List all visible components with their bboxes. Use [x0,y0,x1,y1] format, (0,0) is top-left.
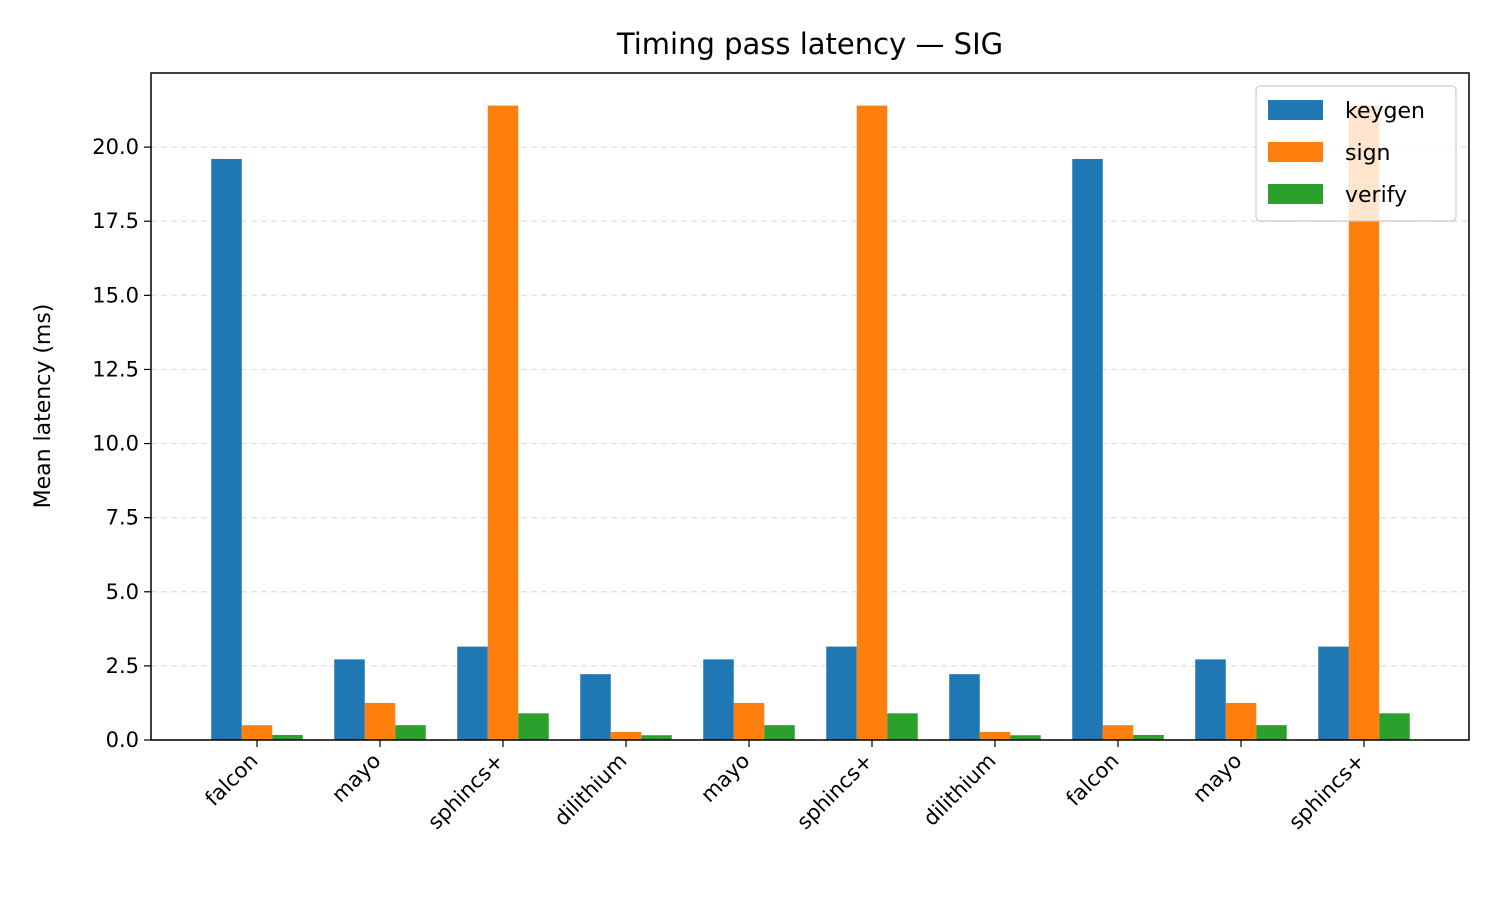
bar-keygen [1318,646,1349,740]
x-tick-label: dilithium [919,749,1001,831]
bar-keygen [1072,158,1103,741]
bar-sign [364,702,396,740]
plot-frame [150,72,1470,741]
y-tick-label: 20.0 [92,135,139,159]
y-tick-label: 10.0 [92,432,139,456]
bar-sign [733,702,765,740]
bar-verify [272,734,303,740]
bar-keygen [457,646,488,740]
bar-sign [610,731,642,740]
legend-swatch-verify [1268,184,1323,204]
x-tick-label: sphincs+ [792,749,877,834]
y-tick-label: 15.0 [92,283,139,307]
bar-verify [395,725,426,740]
bar-keygen [1195,659,1226,740]
bar-keygen [826,646,857,740]
legend-label: verify [1345,183,1407,208]
x-tick-label: sphincs+ [423,749,508,834]
y-tick-label: 2.5 [106,654,139,678]
x-axis-ticks: falcon mayo sphincs+ dilithium mayo sphincs+ d… [200,740,1370,834]
bar-verify [518,713,549,740]
bar-verify [887,713,918,740]
bar-keygen [580,674,611,740]
legend-label: keygen [1345,99,1425,124]
bar-keygen [211,158,242,741]
y-tick-label: 0.0 [106,728,139,752]
legend-swatch-keygen [1268,100,1323,120]
y-tick-label: 5.0 [106,580,139,604]
x-tick-label: mayo [696,749,754,807]
legend: keygen sign verify [1255,85,1457,222]
bar-keygen [949,674,980,740]
x-tick-label: mayo [1188,749,1246,807]
grid-lines [151,146,1469,741]
x-tick-label: mayo [327,749,385,807]
y-tick-label: 17.5 [92,209,139,233]
bar-verify [1379,713,1410,740]
bar-sign [1225,702,1257,740]
y-tick-label: 7.5 [106,506,139,530]
bar-sign [979,731,1011,740]
bar-verify [1256,725,1287,740]
y-axis-label: Mean latency (ms) [31,304,56,509]
bar-keygen [334,659,365,740]
x-tick-label: falcon [1061,749,1123,811]
bar-verify [641,735,672,740]
bar-verify [1010,735,1041,740]
bar-verify [764,725,795,740]
legend-swatch-sign [1268,142,1323,162]
bars [211,105,1410,741]
bar-sign [856,105,888,740]
x-tick-label: sphincs+ [1284,749,1369,834]
y-axis-ticks: 0.0 2.5 5.0 7.5 10.0 12.5 15.0 17.5 20.0 [92,135,151,752]
x-tick-label: falcon [200,749,262,811]
y-tick-label: 12.5 [92,357,139,381]
bar-keygen [703,659,734,740]
bar-sign [487,105,519,740]
chart-title: Timing pass latency — SIG [616,27,1003,61]
bar-sign [1102,725,1134,740]
bar-verify [1133,734,1164,740]
legend-label: sign [1345,141,1390,166]
x-tick-label: dilithium [550,749,632,831]
bar-sign [241,725,273,740]
